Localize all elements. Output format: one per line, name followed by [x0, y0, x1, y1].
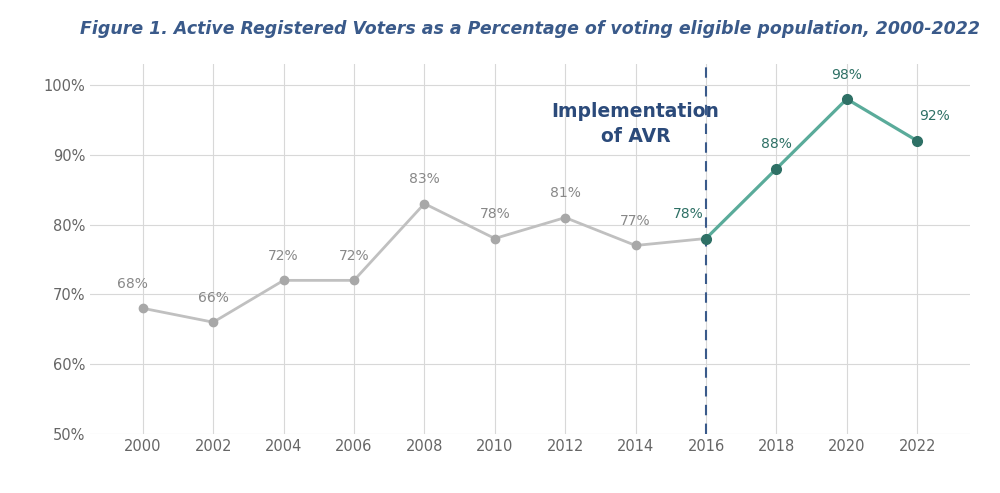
Text: 83%: 83% [409, 172, 440, 186]
Text: 78%: 78% [479, 207, 510, 221]
Text: 81%: 81% [550, 186, 581, 200]
Text: 77%: 77% [620, 214, 651, 228]
Text: Figure 1. Active Registered Voters as a Percentage of voting eligible population: Figure 1. Active Registered Voters as a … [80, 20, 980, 38]
Text: 68%: 68% [117, 277, 148, 291]
Text: 88%: 88% [761, 137, 792, 151]
Text: 66%: 66% [198, 291, 229, 305]
Text: Implementation
of AVR: Implementation of AVR [552, 103, 720, 146]
Text: 72%: 72% [339, 249, 369, 263]
Text: 78%: 78% [673, 207, 704, 221]
Text: 92%: 92% [919, 109, 950, 123]
Text: 98%: 98% [831, 68, 862, 81]
Text: 72%: 72% [268, 249, 299, 263]
